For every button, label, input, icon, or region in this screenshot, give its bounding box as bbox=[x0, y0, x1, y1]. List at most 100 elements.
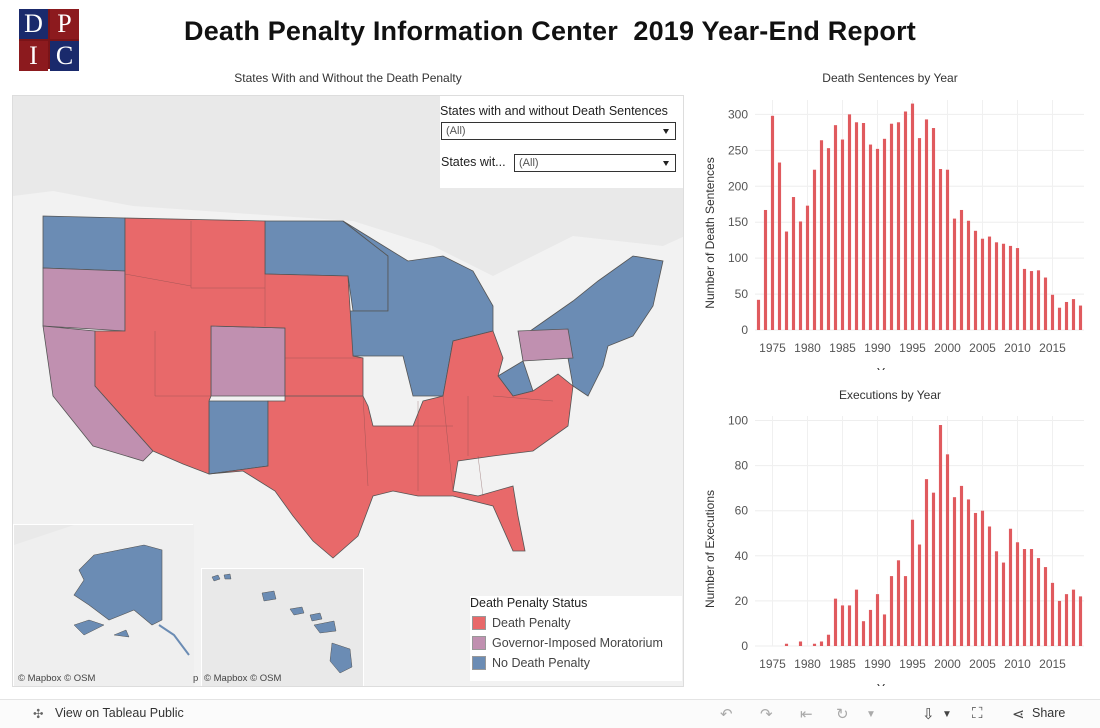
bar[interactable] bbox=[931, 492, 936, 646]
bar[interactable] bbox=[1050, 294, 1055, 330]
bar[interactable] bbox=[910, 103, 915, 330]
bar[interactable] bbox=[1078, 305, 1083, 330]
bar[interactable] bbox=[861, 621, 866, 646]
bar[interactable] bbox=[952, 218, 957, 330]
bar[interactable] bbox=[805, 205, 810, 330]
bar[interactable] bbox=[987, 526, 992, 646]
bar[interactable] bbox=[826, 634, 831, 646]
bar[interactable] bbox=[924, 479, 929, 646]
bar[interactable] bbox=[840, 605, 845, 646]
fullscreen-icon[interactable]: ⛶ bbox=[972, 705, 983, 722]
bar[interactable] bbox=[875, 148, 880, 330]
legend-item-no-death-penalty[interactable]: No Death Penalty bbox=[472, 656, 590, 672]
bar[interactable] bbox=[875, 594, 880, 646]
bar[interactable] bbox=[994, 242, 999, 330]
alaska-inset[interactable]: © Mapbox © OSM bbox=[13, 524, 194, 686]
bar[interactable] bbox=[980, 238, 985, 330]
bar[interactable] bbox=[784, 231, 789, 330]
bar[interactable] bbox=[763, 209, 768, 330]
bar[interactable] bbox=[938, 169, 943, 330]
bar[interactable] bbox=[784, 643, 789, 646]
bar[interactable] bbox=[826, 148, 831, 330]
bar[interactable] bbox=[994, 551, 999, 646]
redo-icon[interactable]: ↷ bbox=[760, 706, 773, 723]
bar[interactable] bbox=[896, 122, 901, 330]
bar[interactable] bbox=[945, 454, 950, 646]
bar[interactable] bbox=[1057, 600, 1062, 646]
legend-item-death-penalty[interactable]: Death Penalty bbox=[472, 616, 571, 632]
bar[interactable] bbox=[882, 614, 887, 646]
bar[interactable] bbox=[980, 510, 985, 646]
bar[interactable] bbox=[1050, 582, 1055, 646]
bar[interactable] bbox=[917, 544, 922, 646]
share-icon[interactable]: ⋖ bbox=[1012, 706, 1025, 723]
bar[interactable] bbox=[861, 123, 866, 330]
bar[interactable] bbox=[1022, 268, 1027, 330]
bar[interactable] bbox=[1029, 271, 1034, 330]
bar[interactable] bbox=[847, 605, 852, 646]
bar[interactable] bbox=[791, 197, 796, 330]
bar[interactable] bbox=[812, 643, 817, 646]
bar[interactable] bbox=[945, 169, 950, 330]
bar[interactable] bbox=[854, 589, 859, 646]
bar[interactable] bbox=[1071, 589, 1076, 646]
bar[interactable] bbox=[777, 162, 782, 330]
bar[interactable] bbox=[1022, 549, 1027, 646]
us-map[interactable]: States with and without Death Sentences … bbox=[12, 95, 684, 687]
bar[interactable] bbox=[931, 128, 936, 330]
bar[interactable] bbox=[889, 576, 894, 646]
bar[interactable] bbox=[833, 598, 838, 646]
bar[interactable] bbox=[1015, 248, 1020, 330]
bar[interactable] bbox=[1001, 243, 1006, 330]
bar[interactable] bbox=[1064, 594, 1069, 646]
bar[interactable] bbox=[1071, 299, 1076, 330]
chevron-down-icon[interactable]: ▼ bbox=[942, 709, 952, 720]
bar[interactable] bbox=[966, 220, 971, 330]
bar[interactable] bbox=[1015, 542, 1020, 646]
bar[interactable] bbox=[1078, 596, 1083, 646]
status-filter-dropdown[interactable]: (All) bbox=[514, 154, 676, 172]
bar[interactable] bbox=[798, 641, 803, 646]
bar[interactable] bbox=[1036, 270, 1041, 330]
bar[interactable] bbox=[917, 138, 922, 330]
bar[interactable] bbox=[1057, 307, 1062, 330]
revert-icon[interactable]: ⇤ bbox=[800, 706, 813, 723]
bar[interactable] bbox=[896, 560, 901, 646]
bar[interactable] bbox=[854, 122, 859, 330]
share-button[interactable]: Share bbox=[1032, 706, 1066, 720]
bar[interactable] bbox=[973, 230, 978, 330]
bar[interactable] bbox=[987, 236, 992, 330]
bar[interactable] bbox=[1008, 245, 1013, 330]
bar[interactable] bbox=[903, 111, 908, 331]
bar[interactable] bbox=[1064, 301, 1069, 330]
bar[interactable] bbox=[938, 425, 943, 646]
bar[interactable] bbox=[1043, 567, 1048, 646]
bar[interactable] bbox=[756, 299, 761, 330]
bar[interactable] bbox=[812, 169, 817, 330]
bar[interactable] bbox=[819, 641, 824, 646]
bar[interactable] bbox=[903, 576, 908, 646]
bar[interactable] bbox=[959, 209, 964, 330]
view-on-tableau-link[interactable]: View on Tableau Public bbox=[55, 706, 184, 720]
bar[interactable] bbox=[1036, 558, 1041, 646]
bar[interactable] bbox=[770, 115, 775, 330]
bar[interactable] bbox=[924, 119, 929, 330]
chevron-down-icon[interactable]: ▼ bbox=[866, 709, 876, 720]
bar[interactable] bbox=[1001, 562, 1006, 646]
bar[interactable] bbox=[1043, 277, 1048, 330]
bar[interactable] bbox=[819, 140, 824, 330]
bar[interactable] bbox=[868, 144, 873, 330]
bar[interactable] bbox=[840, 139, 845, 330]
hawaii-inset[interactable]: © Mapbox © OSM bbox=[201, 568, 364, 686]
bar[interactable] bbox=[882, 138, 887, 330]
bar[interactable] bbox=[1029, 549, 1034, 646]
download-icon[interactable]: ⇩ bbox=[922, 706, 935, 723]
bar[interactable] bbox=[833, 125, 838, 330]
death-sentences-chart[interactable]: 0 50 100 150 200 250 300 1975 1980 1985 1990 1995 20… bbox=[700, 92, 1092, 370]
bar[interactable] bbox=[959, 485, 964, 646]
bar[interactable] bbox=[847, 114, 852, 330]
executions-chart[interactable]: 0 20 40 60 80 100 1975 1980 1985 1990 1995 2000 2005… bbox=[700, 408, 1092, 686]
legend-item-moratorium[interactable]: Governor-Imposed Moratorium bbox=[472, 636, 663, 652]
bar[interactable] bbox=[966, 499, 971, 646]
bar[interactable] bbox=[868, 609, 873, 646]
